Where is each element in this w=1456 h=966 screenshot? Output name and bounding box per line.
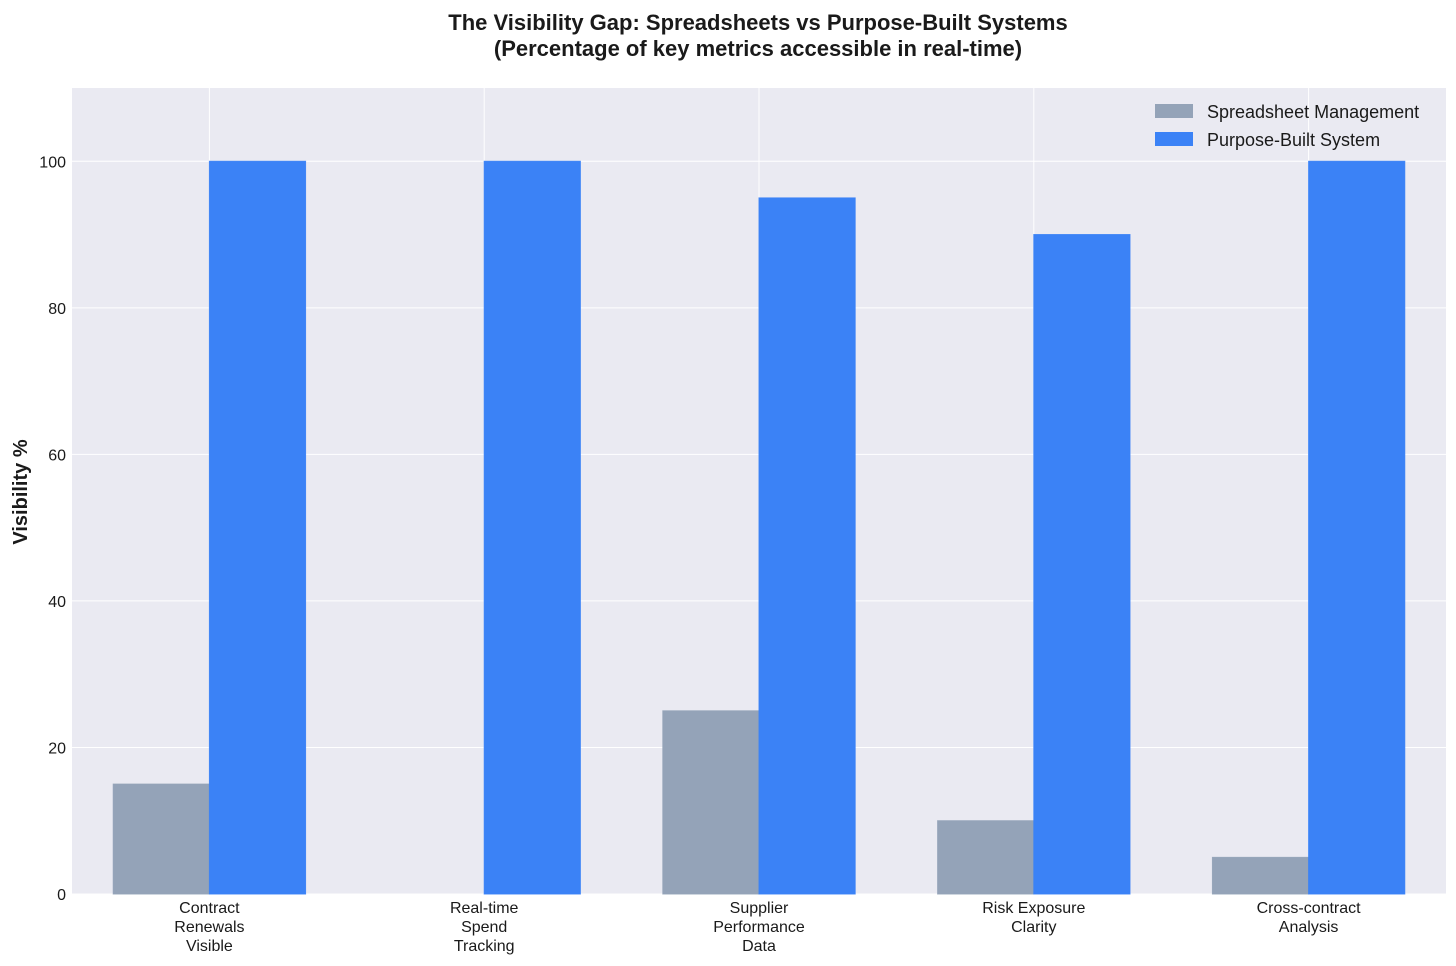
x-tick-label-line: Contract	[179, 900, 240, 917]
x-tick-label-line: Supplier	[730, 900, 789, 917]
x-tick-label-line: Cross-contract	[1257, 900, 1362, 917]
y-axis-label: Visibility %	[10, 439, 32, 544]
y-tick-label: 0	[57, 887, 66, 904]
chart-subtitle: (Percentage of key metrics accessible in…	[494, 36, 1022, 61]
bar-purpose-built	[483, 160, 581, 895]
bar-spreadsheet	[937, 820, 1035, 895]
x-axis-ticks: Contract Renewals Visible Real-time Spend Tra…	[174, 900, 1361, 955]
chart-title: The Visibility Gap: Spreadsheets vs Purp…	[448, 10, 1067, 35]
y-tick-label: 60	[48, 447, 66, 464]
bar-spreadsheet	[112, 783, 210, 895]
y-axis-ticks: 0 20 40 60 80 100	[39, 154, 66, 904]
y-tick-label: 40	[48, 594, 66, 611]
x-tick-label-line: Clarity	[1011, 919, 1056, 936]
y-tick-label: 100	[39, 154, 66, 171]
x-tick-label-line: Tracking	[454, 938, 515, 955]
legend-label: Spreadsheet Management	[1207, 102, 1419, 122]
x-tick-label: Supplier Performance Data	[713, 900, 805, 955]
x-tick-label: Cross-contract Analysis	[1257, 900, 1362, 936]
x-tick-label-line: Spend	[461, 919, 507, 936]
x-tick-label-line: Risk Exposure	[982, 900, 1085, 917]
y-tick-label: 80	[48, 301, 66, 318]
bar-purpose-built	[1308, 160, 1406, 895]
legend: Spreadsheet Management Purpose-Built Syst…	[1155, 102, 1419, 150]
x-tick-label-line: Analysis	[1279, 919, 1339, 936]
x-tick-label-line: Data	[742, 938, 776, 955]
bar-purpose-built	[1033, 234, 1131, 895]
legend-swatch	[1155, 132, 1193, 146]
x-tick-label: Contract Renewals Visible	[174, 900, 244, 955]
x-tick-label: Real-time Spend Tracking	[450, 900, 519, 955]
x-tick-label-line: Visible	[186, 938, 233, 955]
x-tick-label: Risk Exposure Clarity	[982, 900, 1085, 936]
bars-group	[112, 160, 1406, 895]
bar-spreadsheet	[1211, 856, 1310, 895]
bar-spreadsheet	[662, 710, 760, 895]
y-tick-label: 20	[48, 740, 66, 757]
bar-purpose-built	[758, 197, 856, 895]
x-tick-label-line: Real-time	[450, 900, 519, 917]
x-tick-label-line: Renewals	[174, 919, 244, 936]
bar-purpose-built	[208, 160, 307, 895]
legend-label: Purpose-Built System	[1207, 130, 1380, 150]
x-tick-label-line: Performance	[713, 919, 805, 936]
legend-swatch	[1155, 104, 1193, 118]
